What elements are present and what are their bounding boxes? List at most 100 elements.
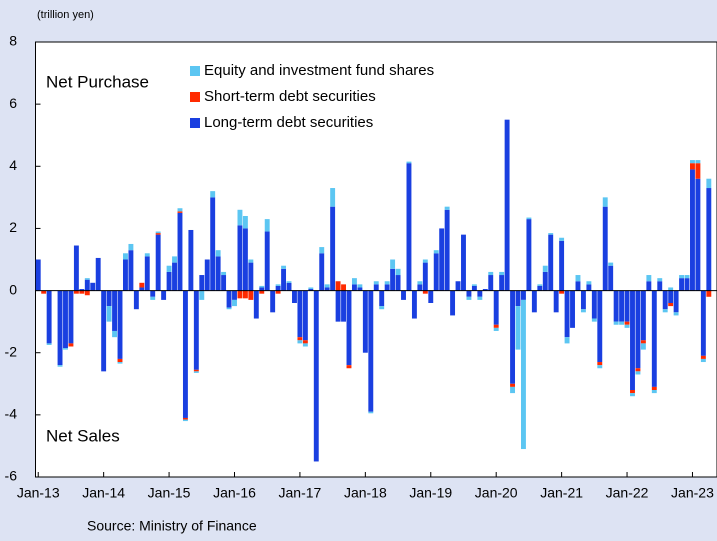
bar-segment [679, 278, 685, 291]
bar-segment [466, 290, 472, 297]
bar-segment [182, 417, 188, 420]
legend-label: Equity and investment fund shares [204, 62, 434, 79]
bar-segment [422, 290, 428, 294]
bar-segment [657, 278, 663, 282]
bar-segment [597, 290, 603, 363]
bar-segment [368, 411, 374, 414]
bar-segment [68, 290, 74, 344]
bar-segment [395, 275, 401, 291]
bar-segment [384, 281, 390, 285]
bar-segment [275, 284, 281, 286]
bar-segment [101, 290, 107, 372]
bar-segment [700, 355, 706, 359]
bar-segment [362, 290, 368, 353]
x-tick-label: Jan-19 [409, 485, 452, 501]
bar-segment [308, 289, 314, 291]
bar-segment [177, 211, 183, 213]
bar-segment [95, 257, 101, 291]
bar-segment [668, 290, 674, 303]
bar-segment [635, 290, 641, 369]
bar-segment [90, 282, 96, 291]
bar-segment [417, 284, 423, 291]
bar-segment [324, 287, 330, 291]
bar-segment [297, 340, 303, 344]
bar-segment [499, 275, 505, 291]
bar-segment [406, 161, 412, 164]
bar-segment [232, 290, 237, 300]
bar-segment [57, 365, 63, 367]
bar-segment [264, 231, 270, 291]
bar-segment [373, 284, 379, 291]
bar-segment [700, 290, 706, 356]
bar-segment [700, 358, 706, 363]
bar-segment [221, 271, 227, 276]
bar-segment [651, 290, 657, 387]
y-tick-label: 6 [9, 95, 17, 111]
bar-segment [248, 290, 254, 300]
bar-segment [640, 343, 646, 350]
bar-segment [493, 324, 499, 328]
bar-segment [128, 243, 134, 251]
bar-segment [199, 290, 205, 300]
bar-segment [684, 278, 690, 291]
bar-segment [668, 287, 674, 291]
bar-segment [133, 290, 139, 310]
bar-segment [57, 290, 63, 366]
bar-segment [73, 290, 79, 294]
bar-segment [684, 275, 690, 279]
bar-segment [510, 290, 516, 384]
bar-segment [264, 219, 270, 232]
bar-segment [210, 197, 216, 291]
bar-segment [597, 365, 603, 369]
bar-segment [139, 287, 145, 291]
bar-segment [390, 268, 396, 291]
bar-segment [275, 290, 281, 294]
bar-segment [177, 208, 183, 212]
bar-segment [651, 390, 657, 394]
bar-segment [150, 296, 156, 300]
bar-segment [335, 281, 341, 291]
bar-segment [188, 229, 194, 291]
x-tick-label: Jan-20 [475, 485, 518, 501]
bar-segment [651, 386, 657, 390]
bar-segment [673, 290, 679, 313]
bar-segment [281, 268, 287, 291]
bar-segment [259, 287, 265, 291]
bar-segment [275, 285, 281, 291]
bar-segment [313, 290, 319, 462]
bar-segment [466, 296, 472, 300]
bar-segment [346, 365, 352, 369]
bar-segment [237, 225, 243, 291]
bar-segment [112, 330, 118, 338]
bar-segment [46, 343, 52, 345]
bar-segment [602, 197, 608, 207]
unit-label: (trillion yen) [37, 9, 94, 21]
annotation: Net Purchase [46, 72, 149, 91]
bar-segment [510, 386, 516, 394]
source: Source: Ministry of Finance [87, 518, 257, 534]
bar-segment [586, 281, 592, 285]
bar-segment [144, 256, 150, 291]
bar-segment [308, 287, 314, 290]
bar-segment [182, 290, 188, 418]
bar-segment [368, 290, 374, 412]
bar-segment [166, 265, 172, 272]
bar-segment [537, 284, 543, 286]
bar-segment [139, 282, 145, 288]
bar-segment [695, 163, 701, 179]
bar-segment [444, 206, 450, 210]
bar-segment [662, 290, 668, 310]
bar-segment [450, 290, 456, 316]
bar-segment [411, 290, 417, 319]
x-tick-label: Jan-18 [344, 485, 387, 501]
bar-segment [79, 290, 85, 294]
bar-segment [657, 281, 663, 291]
bar-segment [253, 290, 259, 319]
bar-segment [232, 299, 237, 307]
bar-segment [542, 271, 548, 291]
bar-segment [166, 271, 172, 291]
bar-segment [68, 343, 74, 347]
bar-segment [215, 256, 221, 291]
bar-segment [302, 343, 308, 347]
